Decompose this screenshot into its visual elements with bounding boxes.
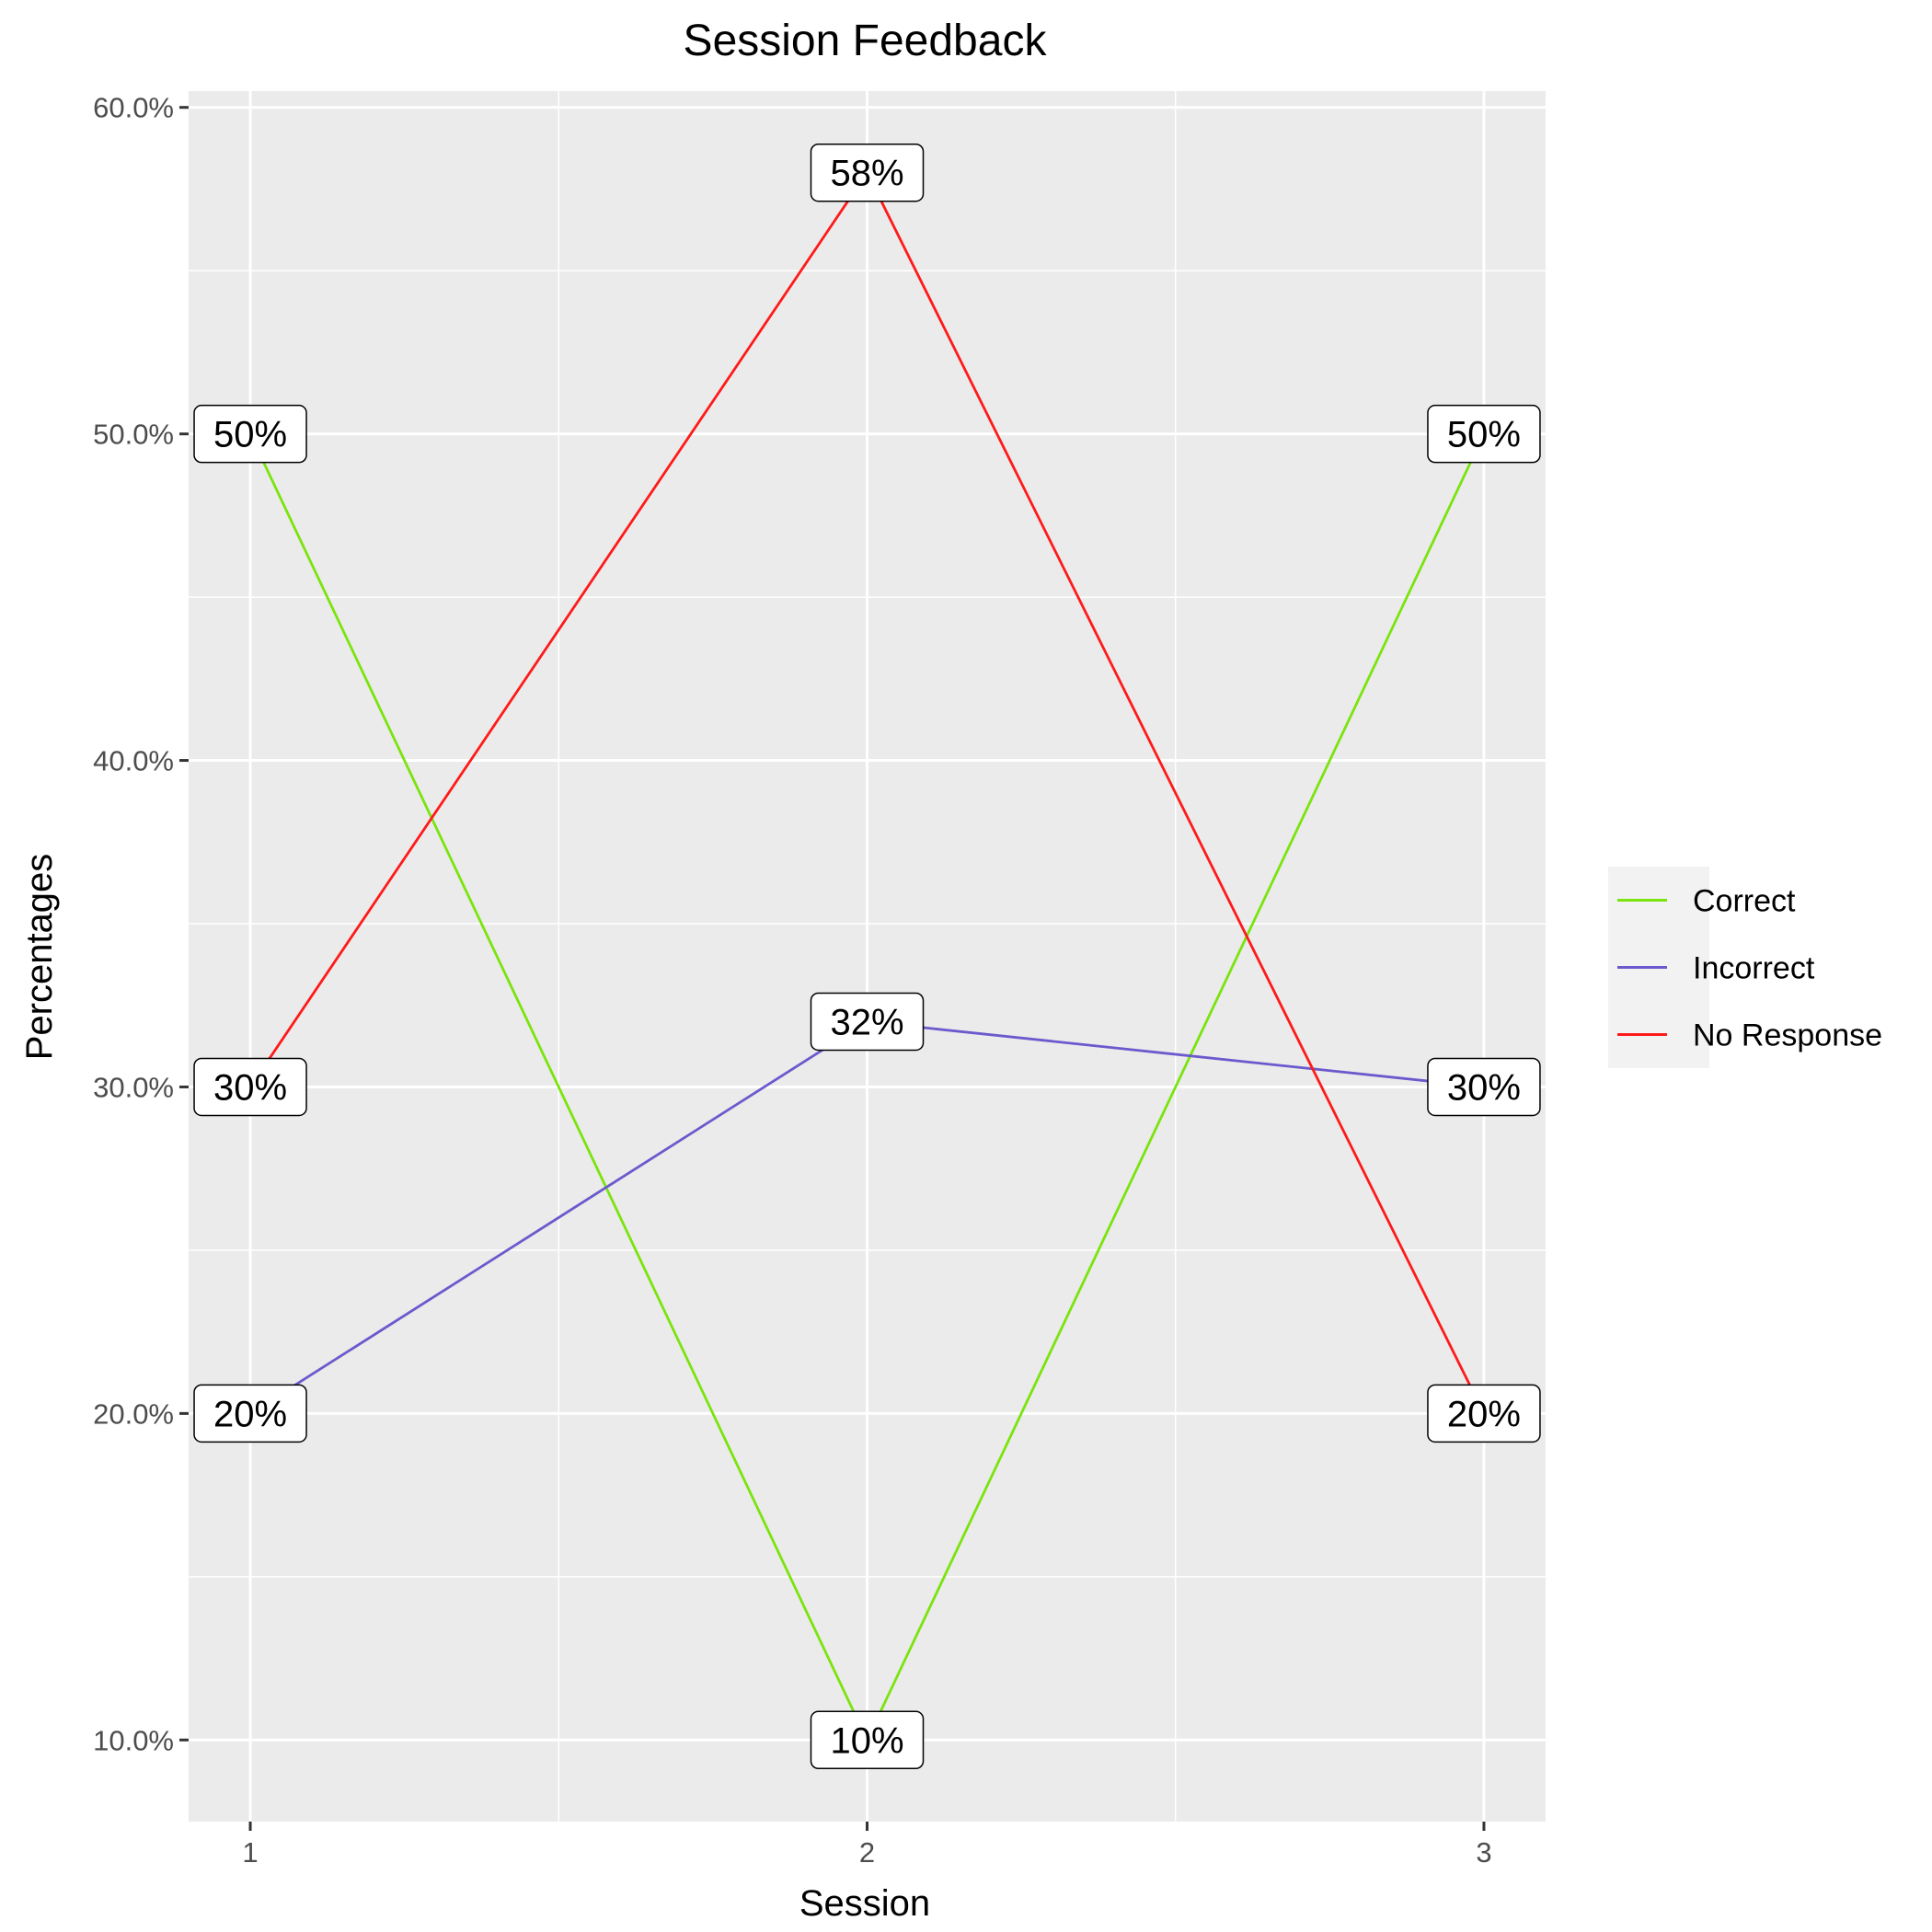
- x-axis-title: Session: [799, 1883, 930, 1924]
- legend-label: No Response: [1693, 1018, 1882, 1053]
- data-label: 10%: [810, 1710, 925, 1770]
- data-label: 50%: [1427, 404, 1541, 464]
- y-tick-label: 10.0%: [93, 1724, 174, 1756]
- legend: Correct Incorrect No Response: [1608, 867, 1882, 1068]
- data-label-box: [810, 143, 925, 202]
- data-label-box: [1427, 1384, 1541, 1443]
- data-label-text: 20%: [1447, 1394, 1521, 1434]
- data-label-box: [193, 1057, 307, 1117]
- y-axis-title: Percentages: [19, 854, 60, 1061]
- data-label-box: [810, 1710, 925, 1770]
- data-label: 50%: [193, 404, 307, 464]
- y-tick-label: 30.0%: [93, 1071, 174, 1103]
- x-tick-label: 1: [242, 1836, 258, 1869]
- data-label: 30%: [1427, 1057, 1541, 1117]
- data-label: 58%: [810, 143, 925, 202]
- data-label-box: [1427, 1057, 1541, 1117]
- data-label-box: [1427, 404, 1541, 464]
- data-labels: 50% 10% 50% 20% 32% 30% 30% 58% 20%: [193, 143, 1541, 1770]
- data-label-text: 20%: [213, 1394, 287, 1434]
- chart-title: Session Feedback: [684, 17, 1048, 65]
- data-label-text: 10%: [830, 1720, 903, 1761]
- x-tick-label: 3: [1476, 1836, 1491, 1869]
- data-label-text: 50%: [1447, 415, 1521, 455]
- grid-lines: [189, 91, 1546, 1822]
- data-label: 32%: [810, 992, 925, 1052]
- data-label-text: 58%: [830, 154, 903, 194]
- legend-label: Incorrect: [1693, 951, 1815, 986]
- legend-label: Correct: [1693, 884, 1796, 919]
- y-tick-label: 50.0%: [93, 419, 174, 451]
- data-label-text: 30%: [213, 1067, 287, 1108]
- data-label: 20%: [1427, 1384, 1541, 1443]
- data-label-box: [810, 992, 925, 1052]
- data-label-text: 30%: [1447, 1067, 1521, 1108]
- x-tick-label: 2: [859, 1836, 875, 1869]
- data-label-text: 32%: [830, 1002, 903, 1042]
- y-tick-label: 40.0%: [93, 745, 174, 777]
- data-label-text: 50%: [213, 415, 287, 455]
- axes: 10.0% 20.0% 30.0% 40.0% 50.0% 60.0% 1 2 3: [93, 92, 1491, 1869]
- y-tick-label: 60.0%: [93, 92, 174, 124]
- y-tick-label: 20.0%: [93, 1397, 174, 1430]
- data-label-box: [193, 1384, 307, 1443]
- data-label: 20%: [193, 1384, 307, 1443]
- data-label-box: [193, 404, 307, 464]
- data-label: 30%: [193, 1057, 307, 1117]
